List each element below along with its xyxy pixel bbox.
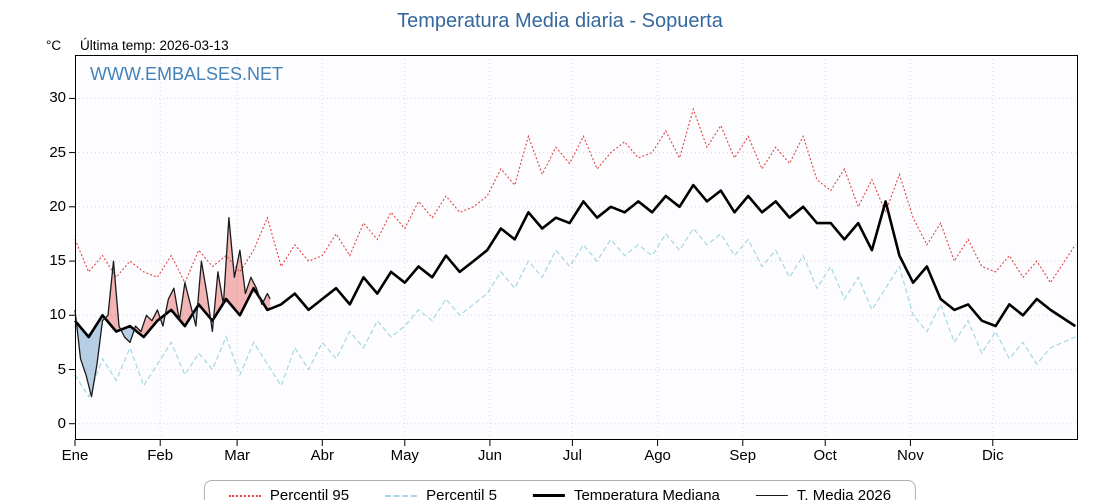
x-tick-label-jul: Jul (562, 447, 582, 464)
y-axis-unit-label: °C (46, 38, 62, 53)
last-temp-label: Última temp: 2026-03-13 (80, 38, 229, 53)
y-tick-label: 0 (57, 414, 66, 432)
x-tick-label-may: May (390, 447, 419, 464)
y-tick-label: 25 (49, 143, 66, 161)
y-tick-label: 5 (57, 360, 66, 378)
percentil-95-line-sample (228, 494, 261, 497)
y-tick-label: 15 (49, 252, 66, 270)
legend-item-temperatura-mediana: Temperatura Mediana (532, 487, 720, 500)
x-tick-label-sep: Sep (729, 447, 757, 464)
watermark: WWW.EMBALSES.NET (90, 64, 284, 84)
x-tick-label-jun: Jun (477, 447, 503, 464)
x-tick-label-oct: Oct (813, 447, 837, 464)
y-tick-label: 30 (49, 89, 66, 107)
y-tick-label: 20 (49, 197, 66, 215)
legend-label: T. Media 2026 (796, 487, 892, 500)
y-tick-label: 10 (49, 306, 66, 324)
legend-label: Temperatura Mediana (573, 487, 720, 500)
x-tick-label-ene: Ene (61, 447, 89, 464)
legend: Percentil 95 Percentil 5 Temperatura Med… (203, 480, 917, 500)
percentil-5-line-sample (385, 494, 418, 497)
x-tick-label-feb: Feb (147, 447, 174, 464)
x-tick-label-ago: Ago (644, 447, 671, 464)
chart-svg (69, 55, 1078, 446)
chart-title: Temperatura Media diaria - Sopuerta (397, 10, 723, 32)
chart-plot-area (69, 55, 1078, 446)
legend-label: Percentil 95 (269, 487, 350, 500)
x-tick-label-abr: Abr (310, 447, 334, 464)
temperatura-mediana-line-sample (532, 494, 565, 497)
x-tick-label-mar: Mar (224, 447, 251, 464)
legend-item-percentil-95: Percentil 95 (228, 487, 350, 500)
x-tick-label-nov: Nov (897, 447, 924, 464)
x-tick-label-dic: Dic (981, 447, 1004, 464)
legend-item-percentil-5: Percentil 5 (385, 487, 497, 500)
legend-label: Percentil 5 (426, 487, 497, 500)
legend-item-t-media-2026: T. Media 2026 (755, 487, 892, 500)
t-media-2026-line-sample (755, 495, 788, 496)
